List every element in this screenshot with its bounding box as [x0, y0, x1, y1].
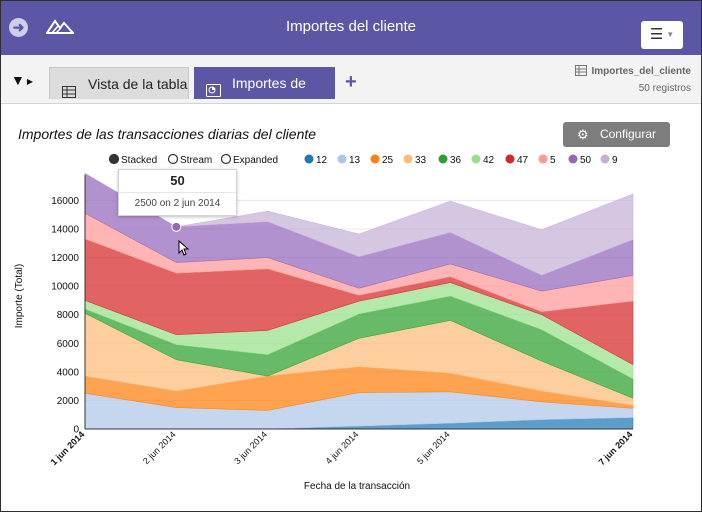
chevron-down-icon: ▼ — [666, 30, 675, 40]
y-tick-label: 0 — [73, 425, 79, 436]
legend-swatch-33 — [403, 154, 413, 164]
mountain-logo-icon — [45, 17, 76, 40]
y-tick-label: 16000 — [51, 196, 79, 207]
legend-swatch-25 — [370, 154, 380, 164]
legend-label-47: 47 — [517, 155, 529, 166]
tab-label: Importes de las... — [232, 75, 306, 123]
configure-button[interactable]: ⚙ Configurar — [563, 122, 670, 147]
y-tick-label: 14000 — [51, 225, 79, 236]
tooltip-text: 2500 on 2 jun 2014 — [134, 198, 221, 209]
y-tick-label: 6000 — [57, 339, 80, 350]
legend-swatch-36 — [438, 154, 448, 164]
x-tick-label: 3 jun 2014 — [232, 429, 269, 466]
title-bar: ➜ Importes del cliente ☰ ▼ — [1, 1, 701, 55]
mode-radio-stacked — [108, 153, 120, 165]
legend-swatch-42 — [471, 154, 481, 164]
legend-label-13: 13 — [349, 155, 361, 166]
x-tick-label: 1 jun 2014 — [49, 429, 87, 467]
app-title: Importes del cliente — [285, 18, 417, 35]
chart-icon — [206, 76, 221, 108]
legend-label-36: 36 — [450, 155, 462, 166]
arrow-left-icon[interactable]: ➜ — [9, 18, 28, 37]
y-tick-label: 2000 — [57, 396, 80, 407]
tooltip: 50 2500 on 2 jun 2014 — [118, 169, 237, 216]
x-axis-label: Fecha de la transacción — [304, 481, 410, 492]
legend-swatch-13 — [337, 154, 347, 164]
dataset-name: Importes_del_cliente — [574, 65, 691, 77]
hover-point-marker — [171, 221, 182, 232]
area-series-9 — [84, 173, 634, 276]
filter-button[interactable]: ▼ ▶ — [11, 72, 33, 88]
funnel-icon: ▼ — [11, 72, 25, 88]
mode-radio-expanded — [220, 153, 232, 165]
legend-label-33: 33 — [415, 155, 427, 166]
tab-table-view[interactable]: Vista de la tabla — [49, 67, 189, 99]
x-tick-label: 7 jun 2014 — [597, 429, 635, 467]
mode-label: Stream — [180, 155, 212, 166]
legend-label-12: 12 — [316, 155, 328, 166]
legend-swatch-5 — [538, 154, 548, 164]
configure-label: Configurar — [599, 127, 656, 141]
mode-label: Stacked — [121, 155, 157, 166]
legend-swatch-50 — [568, 154, 578, 164]
mode-radio-stream — [167, 153, 179, 165]
mode-label: Expanded — [233, 155, 278, 166]
x-tick-label: 2 jun 2014 — [141, 429, 178, 466]
legend-label-5: 5 — [550, 155, 556, 166]
legend-label-9: 9 — [612, 155, 618, 166]
y-tick-label: 12000 — [51, 253, 79, 264]
plus-icon[interactable]: + — [345, 71, 357, 93]
hamburger-icon: ☰ — [649, 26, 664, 43]
chevron-right-icon: ▶ — [26, 76, 34, 86]
tooltip-title: 50 — [119, 170, 236, 193]
legend-label-50: 50 — [580, 155, 592, 166]
y-tick-label: 8000 — [57, 310, 80, 321]
chart-title: Importes de las transacciones diarias de… — [18, 126, 317, 142]
tab-label: Vista de la tabla — [88, 76, 188, 92]
legend-swatch-47 — [505, 154, 515, 164]
tab-bar: ▼ ▶ Vista de la tabla Importes de las... … — [1, 55, 701, 123]
legend-swatch-12 — [304, 154, 314, 164]
x-tick-label: 5 jun 2014 — [415, 429, 452, 466]
legend-swatch-9 — [600, 154, 610, 164]
table-icon — [574, 65, 587, 76]
y-axis-label: Importe (Total) — [14, 264, 25, 328]
y-tick-label: 4000 — [57, 367, 80, 378]
menu-button[interactable]: ☰ ▼ — [641, 21, 683, 49]
table-icon — [62, 77, 76, 109]
y-tick-label: 10000 — [51, 282, 79, 293]
mouse-cursor-icon — [178, 239, 190, 261]
dataset-name-label: Importes_del_cliente — [591, 66, 691, 77]
legend-label-42: 42 — [483, 155, 495, 166]
legend-label-25: 25 — [382, 155, 394, 166]
x-tick-label: 4 jun 2014 — [324, 429, 361, 466]
gear-icon: ⚙ — [577, 127, 589, 142]
tab-chart-view[interactable]: Importes de las... — [194, 67, 335, 123]
record-count: 50 registros — [638, 83, 691, 94]
